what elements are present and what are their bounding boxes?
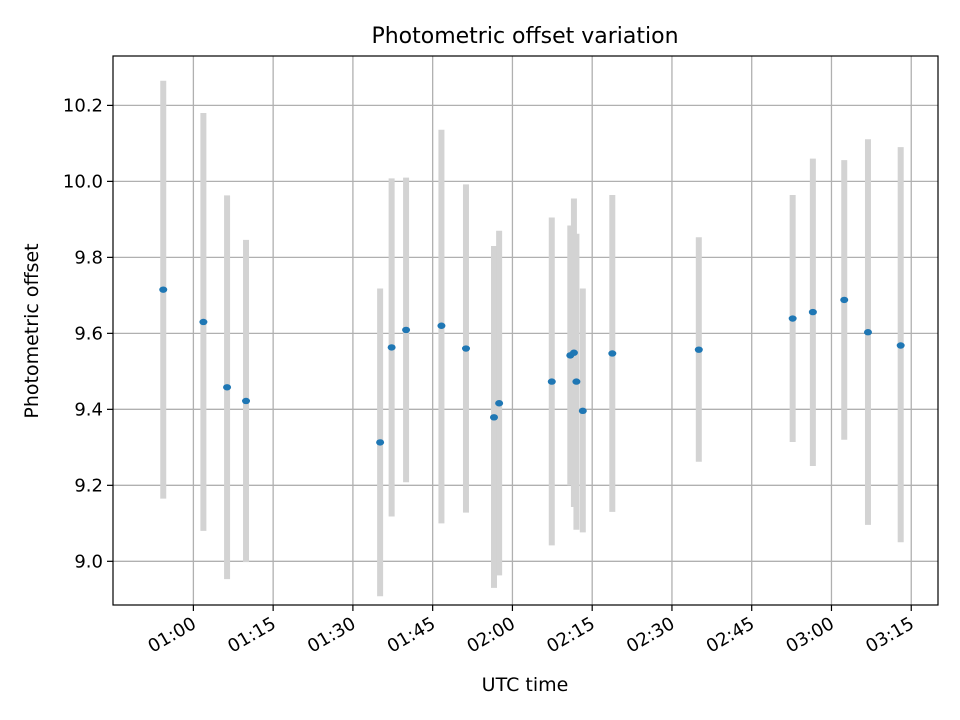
y-tick-label: 9.2 bbox=[74, 475, 103, 496]
data-point bbox=[863, 329, 872, 336]
data-point bbox=[242, 397, 251, 405]
data-point bbox=[694, 346, 703, 353]
data-point bbox=[572, 378, 581, 385]
data-point bbox=[788, 315, 797, 322]
data-point bbox=[402, 326, 411, 334]
y-tick-label: 9.4 bbox=[74, 399, 103, 420]
data-point bbox=[495, 400, 504, 407]
data-point bbox=[569, 349, 578, 356]
data-point bbox=[199, 318, 208, 326]
data-point bbox=[387, 344, 396, 351]
data-point bbox=[896, 342, 905, 349]
y-axis-label: Photometric offset bbox=[21, 243, 43, 418]
plot-background bbox=[113, 56, 938, 605]
grid-layer bbox=[113, 56, 938, 605]
data-point bbox=[461, 345, 470, 352]
plot-frame bbox=[112, 55, 939, 606]
y-tick-label: 9.6 bbox=[74, 323, 103, 344]
x-axis-label: UTC time bbox=[482, 674, 569, 696]
data-point bbox=[840, 296, 849, 304]
data-point-layer bbox=[159, 286, 905, 446]
data-point bbox=[437, 322, 446, 329]
y-tick-label: 10.0 bbox=[63, 171, 103, 192]
y-tick-label: 10.2 bbox=[63, 95, 103, 116]
data-point bbox=[489, 414, 498, 421]
data-point bbox=[223, 384, 232, 391]
data-point bbox=[808, 308, 817, 316]
y-tick-label: 9.0 bbox=[74, 551, 103, 572]
data-point bbox=[159, 286, 168, 293]
data-point bbox=[547, 378, 556, 385]
y-tick-label: 9.8 bbox=[74, 247, 103, 268]
chart-title: Photometric offset variation bbox=[371, 24, 678, 49]
data-point bbox=[608, 350, 617, 357]
data-point bbox=[578, 407, 587, 415]
data-point bbox=[376, 439, 385, 446]
